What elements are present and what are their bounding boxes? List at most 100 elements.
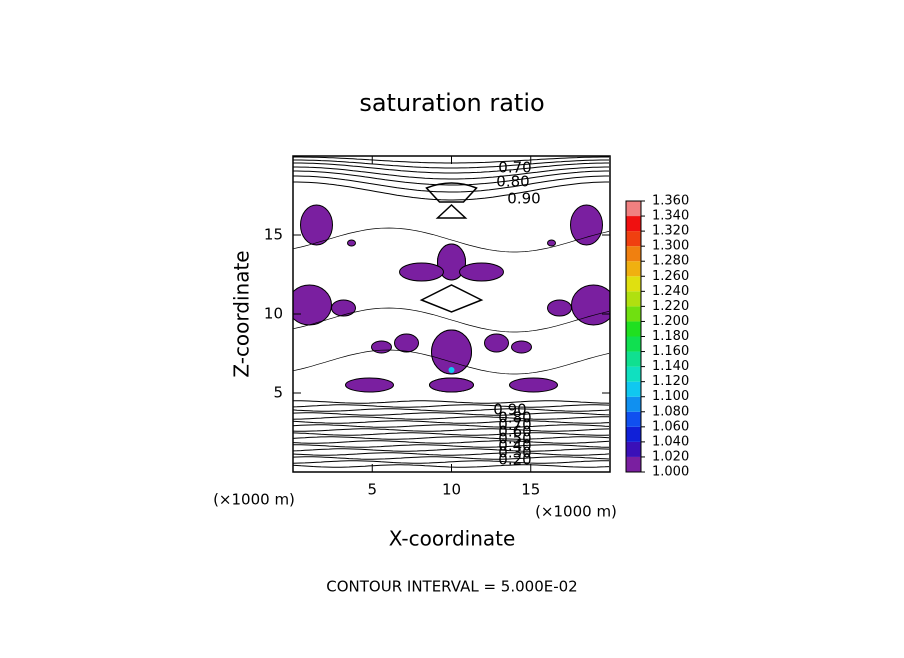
moist-region	[347, 239, 356, 247]
contour-line	[293, 159, 609, 169]
moist-region	[371, 340, 392, 354]
moist-region	[459, 262, 504, 282]
x-axis-label: X-coordinate	[389, 527, 516, 551]
colorbar-label: 1.060	[652, 419, 689, 434]
contour-line	[293, 307, 610, 333]
colorbar-swatch	[626, 441, 641, 457]
colorbar-swatch	[626, 351, 641, 367]
moist-region	[547, 299, 572, 317]
contour-line	[293, 424, 610, 428]
colorbar-label: 1.080	[652, 404, 689, 419]
colorbar-label: 1.300	[652, 239, 689, 254]
colorbar-label: 1.340	[652, 209, 689, 224]
contour-line	[293, 175, 609, 193]
moist-region	[345, 377, 394, 393]
contour-line	[293, 181, 609, 201]
contour-line	[425, 182, 478, 203]
chart-title: saturation ratio	[359, 89, 544, 117]
contour-label: 0.70	[498, 416, 531, 434]
colorbar-swatch	[626, 291, 641, 307]
contour-label: 0.80	[498, 409, 531, 427]
contour-line	[293, 404, 610, 408]
contour-line	[293, 170, 609, 186]
contour-label: 0.60	[498, 423, 531, 441]
moist-region	[484, 333, 509, 353]
contour-line	[293, 400, 610, 404]
colorbar-swatch	[626, 276, 641, 292]
x-tick-label: 10	[442, 481, 461, 499]
contour-line	[293, 456, 610, 460]
y-axis-label: Z-coordinate	[230, 250, 254, 377]
contour-line	[435, 203, 468, 219]
moist-region	[399, 262, 444, 282]
y-tick-label: 15	[264, 226, 283, 244]
colorbar-label: 1.180	[652, 329, 689, 344]
y-tick-label: 5	[273, 384, 283, 402]
colorbar-label: 1.160	[652, 344, 689, 359]
colorbar-label: 1.040	[652, 434, 689, 449]
contour-line	[293, 448, 610, 452]
contour-line	[293, 412, 610, 416]
moist-region	[511, 340, 532, 354]
contour-line	[293, 420, 610, 424]
colorbar-swatch	[626, 396, 641, 412]
colorbar-swatch	[626, 426, 641, 442]
x-tick-label: 15	[521, 481, 540, 499]
colorbar-label: 1.140	[652, 359, 689, 374]
contour-line	[293, 444, 609, 448]
contour-line	[293, 440, 610, 444]
moist-region	[547, 239, 556, 247]
footnote: CONTOUR INTERVAL = 5.000E-02	[326, 578, 577, 596]
colorbar-swatch	[626, 381, 641, 397]
contour-line	[293, 436, 610, 440]
colorbar-label: 1.000	[652, 465, 689, 480]
contour-label: 0.90	[493, 401, 526, 419]
colorbar-label: 1.260	[652, 269, 689, 284]
contour-label: 0.50	[498, 430, 531, 448]
contour-line	[293, 227, 610, 253]
contour-label: 0.40	[498, 437, 531, 455]
moist-region	[394, 333, 419, 353]
colorbar-swatch	[626, 231, 641, 247]
contour-line	[293, 452, 610, 456]
contour-line	[293, 432, 610, 436]
moist-region	[429, 377, 474, 393]
colorbar-label: 1.120	[652, 374, 689, 389]
contour-line	[293, 428, 610, 432]
colorbar-label: 1.240	[652, 284, 689, 299]
x-tick-label: 5	[367, 481, 377, 499]
colorbar-swatch	[626, 246, 641, 262]
contour-label: 0.20	[498, 451, 531, 469]
y-tick-label: 10	[264, 305, 283, 323]
colorbar-swatch	[626, 336, 641, 352]
plot-area	[293, 156, 610, 468]
colorbar-label: 1.320	[652, 224, 689, 239]
moist-region	[571, 284, 610, 326]
colorbar-swatch	[626, 321, 641, 337]
y-unit: (×1000 m)	[213, 491, 295, 509]
contour-label: 0.90	[507, 190, 540, 208]
x-unit: (×1000 m)	[535, 503, 617, 521]
contour-line	[293, 460, 609, 464]
colorbar-swatch	[626, 261, 641, 277]
colorbar-label: 1.020	[652, 449, 689, 464]
colorbar-label: 1.220	[652, 299, 689, 314]
contour-label: 0.80	[496, 173, 529, 191]
moist-region	[431, 329, 472, 375]
colorbar-swatch	[626, 411, 641, 427]
contour-line	[419, 284, 484, 313]
colorbar-swatch	[626, 456, 641, 472]
moist-region	[331, 299, 356, 317]
colorbar-label: 1.200	[652, 314, 689, 329]
moist-region	[300, 204, 333, 246]
contour-label: 0.30	[498, 444, 531, 462]
moist-region	[509, 377, 558, 393]
moist-region	[293, 284, 332, 326]
contour-line	[293, 166, 609, 180]
contour-line	[293, 416, 609, 420]
colorbar-label: 1.100	[652, 389, 689, 404]
contour-line	[293, 162, 609, 174]
colorbar-swatch	[626, 366, 641, 382]
peak-region	[448, 367, 455, 373]
